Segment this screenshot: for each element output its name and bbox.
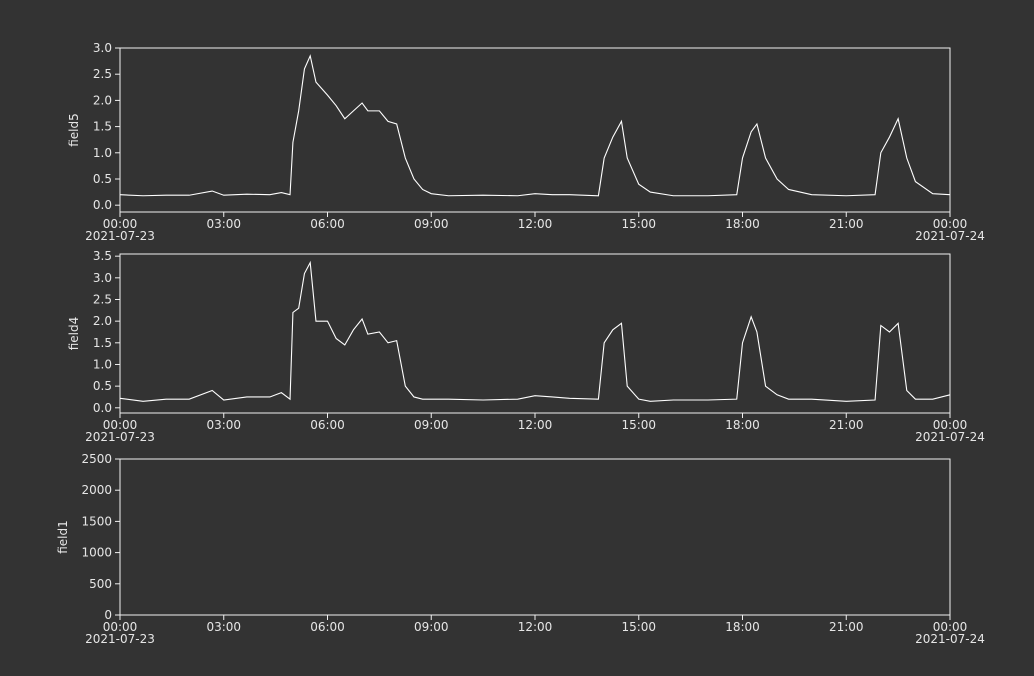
x-tick-label: 06:00: [310, 620, 345, 634]
y-axis-label: field1: [56, 520, 70, 554]
y-tick-label: 0.0: [93, 198, 112, 212]
x-tick-label: 03:00: [206, 217, 241, 231]
x-tick-label: 21:00: [829, 217, 864, 231]
x-date-label: 2021-07-23: [85, 632, 155, 646]
data-line: [119, 54, 951, 197]
x-tick-label: 09:00: [414, 620, 449, 634]
x-date-label: 2021-07-24: [915, 430, 985, 444]
x-tick-label: 00:00: [103, 620, 138, 634]
x-tick-label: 12:00: [518, 418, 553, 432]
data-line: [119, 260, 951, 402]
plot-frame: [119, 458, 951, 616]
x-tick-label: 06:00: [310, 418, 345, 432]
x-tick-label: 15:00: [621, 620, 656, 634]
y-tick-label: 2.0: [93, 93, 112, 107]
y-tick-label: 1.5: [93, 120, 112, 134]
y-tick-label: 1000: [81, 546, 112, 560]
y-tick-label: 2000: [81, 483, 112, 497]
panel: 0 500 1000 1500 2000 2500 00:00 03:00 06:00 09:00…: [56, 452, 985, 646]
x-tick-label: 09:00: [414, 418, 449, 432]
y-tick-label: 2.0: [93, 314, 112, 328]
y-tick-label: 3.0: [93, 41, 112, 55]
x-tick-label: 00:00: [933, 217, 968, 231]
x-tick-label: 00:00: [933, 620, 968, 634]
y-tick-label: 1.0: [93, 357, 112, 371]
y-axis-label: field5: [67, 113, 81, 147]
panel: 0.0 0.5 1.0 1.5 2.0 2.5 3.0 3.5 00:00 03:00 06:00 0…: [67, 249, 985, 444]
x-date-label: 2021-07-24: [915, 632, 985, 646]
y-tick-label: 1.0: [93, 146, 112, 160]
x-tick-label: 00:00: [933, 418, 968, 432]
plot-frame: [119, 253, 951, 414]
x-date-label: 2021-07-24: [915, 229, 985, 243]
x-tick-label: 00:00: [103, 217, 138, 231]
y-tick-label: 2.5: [93, 292, 112, 306]
x-tick-label: 12:00: [518, 620, 553, 634]
y-tick-label: 1.5: [93, 336, 112, 350]
x-tick-label: 09:00: [414, 217, 449, 231]
y-tick-label: 500: [89, 577, 112, 591]
x-tick-label: 06:00: [310, 217, 345, 231]
y-tick-label: 0.5: [93, 172, 112, 186]
y-tick-label: 3.0: [93, 271, 112, 285]
plot-frame: [119, 47, 951, 213]
x-tick-label: 18:00: [725, 620, 760, 634]
y-tick-label: 0.5: [93, 379, 112, 393]
y-tick-label: 0.0: [93, 401, 112, 415]
x-tick-label: 00:00: [103, 418, 138, 432]
x-tick-label: 18:00: [725, 217, 760, 231]
panel: 0.0 0.5 1.0 1.5 2.0 2.5 3.0 00:00 03:00 06:00 09:0…: [67, 41, 985, 243]
y-axis-label: field4: [67, 317, 81, 351]
x-tick-label: 15:00: [621, 418, 656, 432]
y-tick-label: 3.5: [93, 249, 112, 263]
y-tick-label: 0: [104, 608, 112, 622]
x-date-label: 2021-07-23: [85, 430, 155, 444]
x-tick-label: 12:00: [518, 217, 553, 231]
x-tick-label: 21:00: [829, 418, 864, 432]
y-tick-label: 2.5: [93, 67, 112, 81]
x-tick-label: 18:00: [725, 418, 760, 432]
y-tick-label: 2500: [81, 452, 112, 466]
x-tick-label: 03:00: [206, 620, 241, 634]
x-tick-label: 15:00: [621, 217, 656, 231]
y-tick-label: 1500: [81, 514, 112, 528]
x-tick-label: 03:00: [206, 418, 241, 432]
x-tick-label: 21:00: [829, 620, 864, 634]
x-date-label: 2021-07-23: [85, 229, 155, 243]
